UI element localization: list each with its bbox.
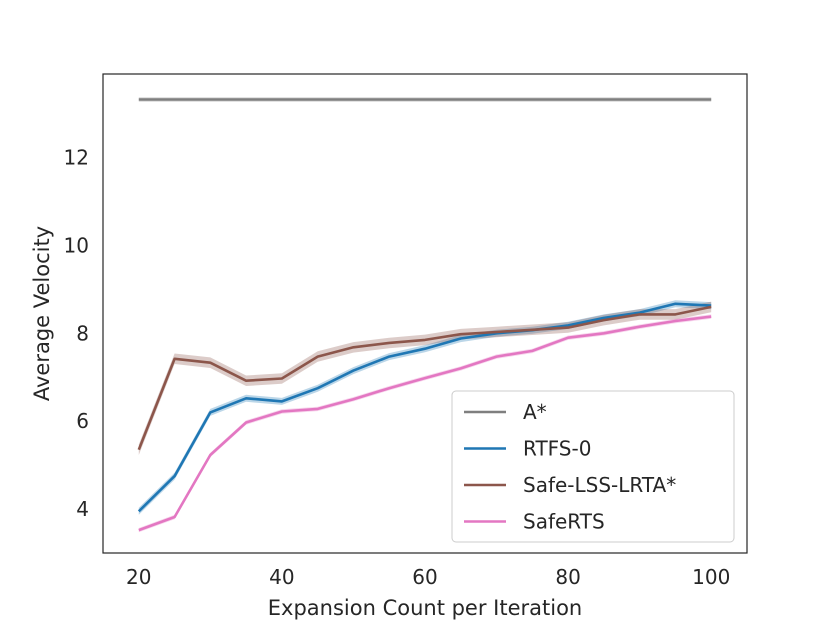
legend: A* RTFS-0 Safe-LSS-LRTA* SafeRTS <box>451 390 735 543</box>
band-safe-lss-lrta <box>138 301 712 455</box>
legend-label-saferts: SafeRTS <box>523 510 605 534</box>
x-tick-label: 80 <box>555 565 580 589</box>
x-tick-label: 60 <box>412 565 437 589</box>
plot-frame <box>102 73 748 554</box>
y-tick-label: 6 <box>76 409 89 433</box>
y-axis-label: Average Velocity <box>30 226 54 401</box>
series-line-saferts <box>138 315 712 532</box>
y-tick-label: 4 <box>76 497 89 521</box>
legend-label-a: A* <box>523 400 547 424</box>
y-tick-label: 12 <box>64 145 89 169</box>
legend-label-rtfs-0: RTFS-0 <box>523 437 591 461</box>
x-tick-label: 100 <box>692 565 730 589</box>
legend-box <box>451 390 735 543</box>
x-tick-label: 40 <box>269 565 294 589</box>
y-axis-ticks: 4 6 8 10 12 <box>64 145 89 521</box>
series-line-safe-lss-lrta <box>137 305 712 451</box>
y-tick-label: 8 <box>76 321 89 345</box>
y-tick-label: 10 <box>64 233 89 257</box>
x-axis-ticks: 20 40 60 80 100 <box>126 565 730 589</box>
legend-label-safe-lss-lrta: Safe-LSS-LRTA* <box>523 473 676 497</box>
x-tick-label: 20 <box>126 565 151 589</box>
series-line-rtfs-0 <box>137 302 712 513</box>
series-lines <box>137 98 712 532</box>
x-axis-label: Expansion Count per Iteration <box>268 596 583 620</box>
